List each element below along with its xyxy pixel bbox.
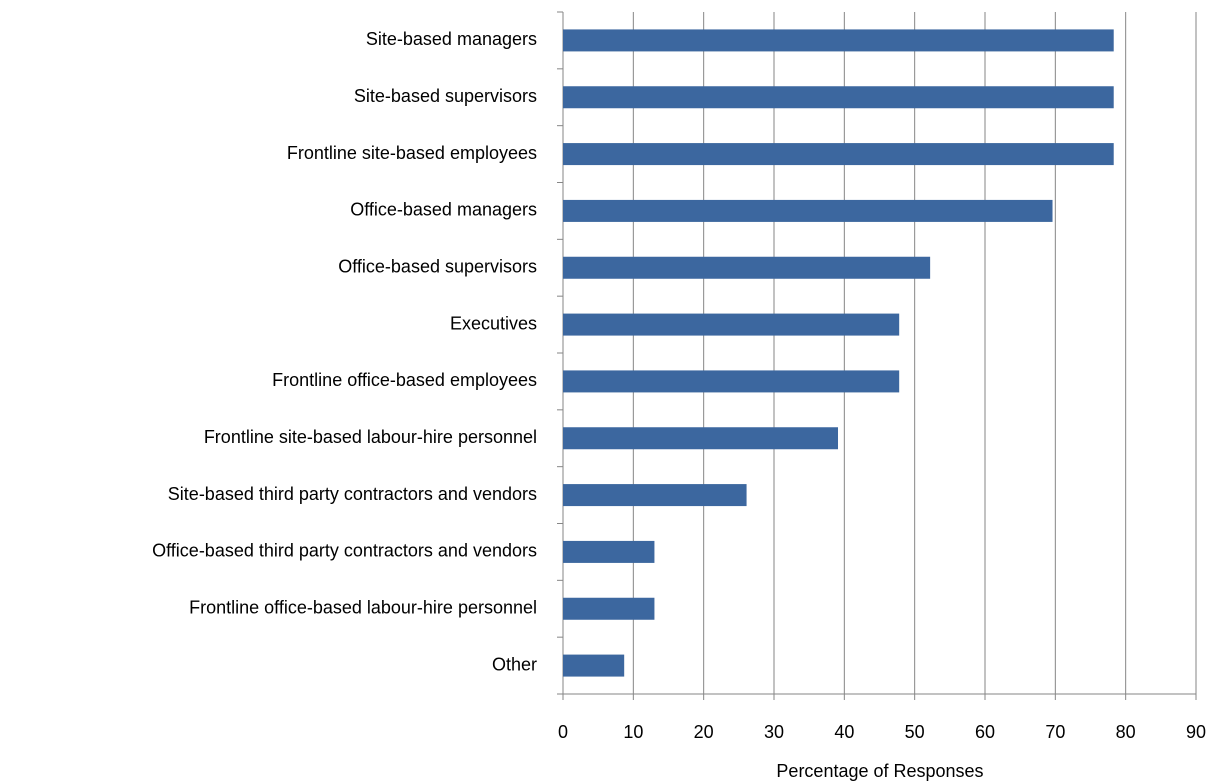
- x-tick-label: 20: [694, 722, 714, 742]
- y-tick-label: Other: [492, 654, 537, 674]
- bar: [563, 597, 655, 620]
- x-tick-label: 60: [975, 722, 995, 742]
- y-tick-label: Office-based supervisors: [338, 257, 537, 277]
- x-axis-title: Percentage of Responses: [776, 761, 983, 781]
- x-tick-label: 80: [1116, 722, 1136, 742]
- bar: [563, 484, 747, 507]
- y-tick-label: Site-based managers: [366, 29, 537, 49]
- bar: [563, 540, 655, 563]
- x-tick-label: 0: [558, 722, 568, 742]
- bar: [563, 256, 931, 279]
- x-tick-label: 50: [905, 722, 925, 742]
- y-tick-label: Executives: [450, 313, 537, 333]
- bar: [563, 143, 1114, 166]
- y-tick-label: Frontline site-based employees: [287, 143, 537, 163]
- y-tick-label: Frontline office-based employees: [272, 370, 537, 390]
- x-tick-label: 10: [623, 722, 643, 742]
- bar: [563, 86, 1114, 109]
- bar: [563, 29, 1114, 52]
- x-tick-label: 40: [834, 722, 854, 742]
- x-tick-label: 70: [1045, 722, 1065, 742]
- y-tick-label: Site-based supervisors: [354, 86, 537, 106]
- y-tick-label: Site-based third party contractors and v…: [168, 484, 537, 504]
- x-tick-label: 30: [764, 722, 784, 742]
- bar: [563, 313, 900, 336]
- y-tick-label: Frontline office-based labour-hire perso…: [189, 598, 537, 618]
- y-tick-label: Office-based managers: [350, 200, 537, 220]
- x-tick-label: 90: [1186, 722, 1206, 742]
- bar: [563, 199, 1053, 222]
- bar: [563, 654, 625, 677]
- bar: [563, 370, 900, 393]
- y-tick-label: Office-based third party contractors and…: [152, 541, 537, 561]
- bar: [563, 427, 839, 450]
- y-tick-label: Frontline site-based labour-hire personn…: [204, 427, 537, 447]
